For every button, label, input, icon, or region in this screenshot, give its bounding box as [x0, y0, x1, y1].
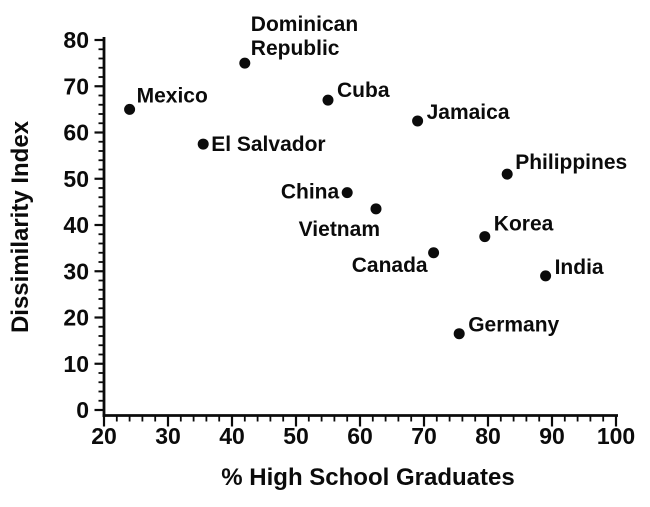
point-label-cuba: Cuba: [337, 79, 390, 102]
point-label-mexico: Mexico: [137, 84, 208, 107]
data-point-india: [540, 270, 552, 282]
y-tick-label: 10: [63, 351, 89, 377]
data-point-china: [341, 187, 353, 199]
y-tick-label: 0: [76, 397, 89, 423]
data-point-jamaica: [412, 115, 424, 127]
y-tick-label: 20: [63, 305, 89, 331]
point-label-dominican-republic: Republic: [251, 37, 340, 60]
x-tick-label: 90: [539, 423, 565, 449]
point-label-germany: Germany: [468, 314, 559, 337]
y-axis-title: Dissimilarity Index: [7, 120, 34, 333]
data-point-vietnam: [370, 203, 382, 215]
data-point-korea: [479, 231, 491, 243]
y-tick-label: 70: [63, 73, 89, 99]
x-tick-label: 50: [283, 423, 309, 449]
x-tick-label: 70: [411, 423, 437, 449]
x-tick-label: 20: [91, 423, 117, 449]
x-tick-label: 60: [347, 423, 373, 449]
y-tick-label: 80: [63, 27, 89, 53]
point-label-jamaica: Jamaica: [427, 101, 510, 124]
point-label-canada: Canada: [352, 254, 428, 277]
data-point-germany: [453, 328, 465, 340]
data-point-cuba: [322, 94, 334, 106]
x-tick-label: 100: [597, 423, 635, 449]
data-point-canada: [428, 247, 440, 259]
point-label-el-salvador: El Salvador: [211, 133, 325, 156]
y-tick-label: 60: [63, 120, 89, 146]
x-tick-label: 40: [219, 423, 245, 449]
x-tick-label: 30: [155, 423, 181, 449]
y-tick-label: 40: [63, 212, 89, 238]
data-point-el-salvador: [197, 138, 209, 150]
point-label-india: India: [555, 256, 604, 279]
y-tick-label: 50: [63, 166, 89, 192]
point-label-philippines: Philippines: [515, 151, 627, 174]
y-tick-label: 30: [63, 258, 89, 284]
point-label-vietnam: Vietnam: [299, 218, 380, 241]
data-point-dominican-republic: [239, 57, 251, 69]
point-label-china: China: [281, 181, 340, 204]
point-label-korea: Korea: [494, 213, 554, 236]
x-axis-title: % High School Graduates: [221, 464, 514, 491]
data-point-mexico: [124, 103, 136, 115]
point-label-dominican-republic: Dominican: [251, 13, 358, 36]
data-point-philippines: [501, 168, 513, 180]
x-tick-label: 80: [475, 423, 501, 449]
